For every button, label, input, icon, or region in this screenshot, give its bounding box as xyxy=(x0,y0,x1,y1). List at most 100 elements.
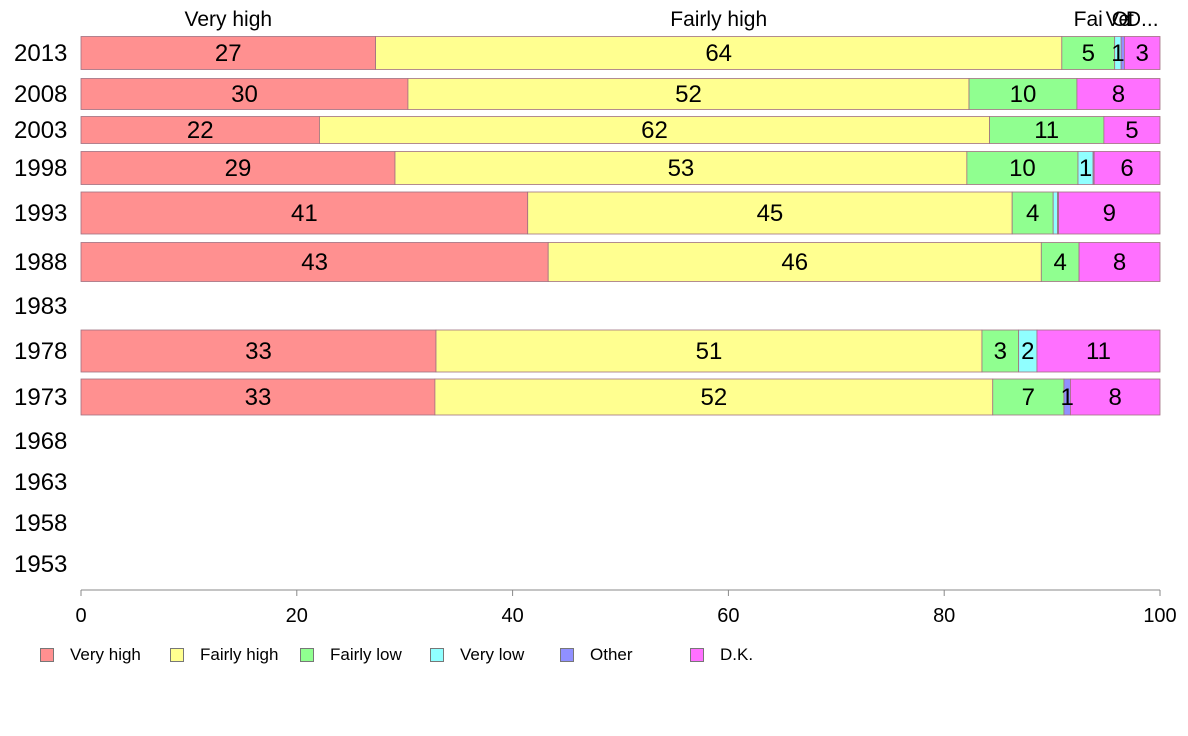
legend-item-other: Other xyxy=(560,644,633,666)
x-axis: 0 20 40 60 80 100 xyxy=(75,589,1177,627)
bar-label-1998-very-low: 1 xyxy=(1079,155,1092,182)
bar-2008-d-k xyxy=(1076,78,1161,110)
x-tick-label-60: 60 xyxy=(717,605,739,627)
bar-label-1973-very-high: 33 xyxy=(245,384,272,411)
bar-1993-fairly-low xyxy=(1011,191,1054,235)
x-tick-label-0: 0 xyxy=(75,605,86,627)
bar-label-1993-fairly-high: 45 xyxy=(757,200,784,227)
y-tick-label-1968: 1968 xyxy=(14,428,67,455)
bar-label-1988-fairly-low: 4 xyxy=(1054,249,1067,276)
bar-label-1978-very-high: 33 xyxy=(245,338,272,365)
bar-label-1988-very-high: 43 xyxy=(301,249,328,276)
bar-1993-d-k xyxy=(1058,191,1161,235)
x-tick-label-80: 80 xyxy=(933,605,955,627)
bar-1978-fairly-high xyxy=(435,329,983,373)
bar-label-2003-fairly-high: 62 xyxy=(641,117,668,144)
bar-1988-d-k xyxy=(1078,242,1161,282)
legend-item-very-high: Very high xyxy=(40,644,141,666)
bar-label-1973-other: 1 xyxy=(1061,384,1074,411)
legend-label-fairly-low: Fairly low xyxy=(330,645,402,664)
top-series-labels: Very high Fairly high Fai VeOtD... xyxy=(185,8,1159,31)
bar-1998-very-high xyxy=(80,151,396,185)
bar-label-2008-fairly-low: 10 xyxy=(1010,81,1037,108)
bar-label-1993-d-k: 9 xyxy=(1103,200,1116,227)
bar-label-1998-fairly-low: 10 xyxy=(1009,155,1036,182)
bar-1993-very-high xyxy=(80,191,529,235)
bar-label-2013-very-low: 1 xyxy=(1111,40,1124,67)
bar-1998-d-k xyxy=(1093,151,1161,185)
bar-label-2013-d-k: 3 xyxy=(1136,40,1149,67)
bar-label-2008-fairly-high: 52 xyxy=(675,81,702,108)
bars xyxy=(80,36,1161,416)
bar-label-1993-very-high: 41 xyxy=(291,200,318,227)
legend-swatch-very-high xyxy=(40,648,54,662)
legend-swatch-other xyxy=(560,648,574,662)
y-tick-label-1998: 1998 xyxy=(14,155,67,182)
y-tick-label-2003: 2003 xyxy=(14,117,67,144)
bar-label-2003-fairly-low: 11 xyxy=(1034,117,1059,144)
bar-2003-d-k xyxy=(1103,116,1161,144)
legend-swatch-d-k xyxy=(690,648,704,662)
bar-label-1973-fairly-high: 52 xyxy=(700,384,727,411)
legend-swatch-fairly-low xyxy=(300,648,314,662)
bar-label-1978-d-k: 11 xyxy=(1086,338,1111,365)
legend-swatch-very-low xyxy=(430,648,444,662)
bar-label-2013-very-high: 27 xyxy=(215,40,242,67)
bar-label-1998-very-high: 29 xyxy=(225,155,252,182)
bar-1973-fairly-high xyxy=(434,378,994,416)
legend-label-other: Other xyxy=(590,645,633,664)
bar-1993-very-low xyxy=(1052,191,1058,235)
legend-label-d-k: D.K. xyxy=(720,645,754,664)
bar-1978-very-high xyxy=(80,329,437,373)
bar-1988-fairly-high xyxy=(547,242,1042,282)
bar-1993-fairly-high xyxy=(527,191,1013,235)
bar-2013-fairly-low xyxy=(1061,36,1116,70)
bar-label-1973-fairly-low: 7 xyxy=(1022,384,1035,411)
legend-item-d-k: D.K. xyxy=(690,644,753,666)
bar-label-1978-fairly-low: 3 xyxy=(994,338,1007,365)
bar-1978-fairly-low xyxy=(981,329,1020,373)
legend-label-fairly-high: Fairly high xyxy=(200,645,279,664)
top-label-other: Ot xyxy=(1112,8,1134,31)
bar-1978-d-k xyxy=(1036,329,1161,373)
bar-2003-fairly-high xyxy=(319,116,990,144)
bar-label-2013-fairly-high: 64 xyxy=(705,40,732,67)
y-tick-label-1993: 1993 xyxy=(14,200,67,227)
bar-label-1988-d-k: 8 xyxy=(1113,249,1126,276)
bar-label-1988-fairly-high: 46 xyxy=(781,249,808,276)
bar-1973-fairly-low xyxy=(992,378,1065,416)
bar-1988-very-high xyxy=(80,242,549,282)
top-label-fairly-high: Fairly high xyxy=(670,8,767,31)
bar-2003-fairly-low xyxy=(989,116,1105,144)
y-tick-label-2008: 2008 xyxy=(14,81,67,108)
bar-label-2003-very-high: 22 xyxy=(187,117,214,144)
bar-2008-very-high xyxy=(80,78,409,110)
top-label-very-high: Very high xyxy=(185,8,273,31)
bar-2008-fairly-high xyxy=(407,78,970,110)
y-tick-label-1988: 1988 xyxy=(14,249,67,276)
x-tick-label-100: 100 xyxy=(1143,605,1176,627)
bar-1998-fairly-high xyxy=(394,151,968,185)
legend-label-very-low: Very low xyxy=(460,645,525,664)
bar-label-2008-very-high: 30 xyxy=(231,81,258,108)
bar-2008-fairly-low xyxy=(968,78,1078,110)
top-label-fairly-low: Fai xyxy=(1074,8,1103,31)
y-tick-label-1973: 1973 xyxy=(14,384,67,411)
bar-label-1978-very-low: 2 xyxy=(1021,338,1034,365)
bar-label-2013-fairly-low: 5 xyxy=(1082,40,1095,67)
y-tick-label-1978: 1978 xyxy=(14,338,67,365)
bar-label-2003-d-k: 5 xyxy=(1125,117,1138,144)
y-tick-label-1983: 1983 xyxy=(14,293,67,320)
y-tick-label-1963: 1963 xyxy=(14,469,67,496)
bar-label-1973-d-k: 8 xyxy=(1109,384,1122,411)
legend-label-very-high: Very high xyxy=(70,645,141,664)
bar-1973-very-high xyxy=(80,378,436,416)
y-tick-label-2013: 2013 xyxy=(14,40,67,67)
top-label-d-k: D... xyxy=(1126,8,1159,31)
bar-2013-very-high xyxy=(80,36,376,70)
bar-value-labels: 27 64 5 1 330 52 10 822 62 11 529 53 10 1 641 45 4 943 46 4… xyxy=(187,40,1149,411)
bar-1973-d-k xyxy=(1070,378,1161,416)
y-tick-label-1958: 1958 xyxy=(14,510,67,537)
bar-label-1998-fairly-high: 53 xyxy=(668,155,695,182)
